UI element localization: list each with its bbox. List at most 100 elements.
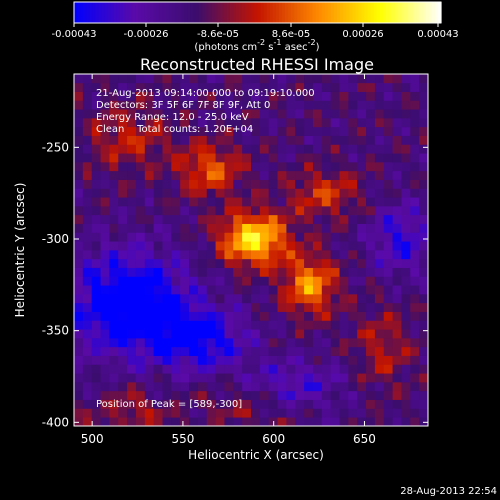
heatmap-cell xyxy=(242,320,252,330)
heatmap-cell xyxy=(286,390,296,400)
heatmap-cell xyxy=(374,74,385,84)
heatmap-cell xyxy=(153,258,163,268)
heatmap-cell xyxy=(127,250,137,260)
heatmap-cell xyxy=(189,206,199,216)
heatmap-cell xyxy=(401,276,411,286)
heatmap-cell xyxy=(330,338,340,348)
heatmap-cell xyxy=(197,100,208,110)
heatmap-cell xyxy=(366,267,376,277)
heatmap-cell xyxy=(410,135,420,145)
heatmap-cell xyxy=(286,364,296,374)
heatmap-cell xyxy=(91,223,101,233)
heatmap-cell xyxy=(215,364,225,374)
heatmap-cell xyxy=(410,232,420,242)
heatmap-cell xyxy=(410,276,420,286)
colorbar-strip xyxy=(431,2,436,23)
heatmap-cell xyxy=(215,338,225,348)
heatmap-cell xyxy=(242,329,252,339)
heatmap-cell xyxy=(144,91,154,101)
heatmap-cell xyxy=(330,206,340,216)
heatmap-cell xyxy=(153,197,163,207)
heatmap-cell xyxy=(268,197,278,207)
heatmap-cell xyxy=(109,320,119,330)
heatmap-cell xyxy=(224,320,234,330)
colorbar-strip xyxy=(330,2,335,23)
heatmap-cell xyxy=(162,144,172,154)
heatmap-cell xyxy=(277,144,287,154)
heatmap-cell xyxy=(127,214,137,224)
colorbar-strip xyxy=(337,2,341,23)
heatmap-cell xyxy=(135,250,146,260)
heatmap-cell xyxy=(304,355,314,365)
heatmap-cell xyxy=(206,126,216,136)
heatmap-cell xyxy=(330,276,340,286)
heatmap-cell xyxy=(330,82,340,92)
colorbar-tick-labels: -0.00043 -0.00026 -8.6e-05 8.6e-05 0.00026 0.… xyxy=(52,29,459,40)
heatmap-cell xyxy=(304,346,314,356)
heatmap-cell xyxy=(109,408,119,418)
heatmap-cell xyxy=(189,162,199,172)
heatmap-cell xyxy=(162,206,172,216)
colorbar-strip xyxy=(346,2,350,23)
heatmap-cell xyxy=(100,206,110,216)
heatmap-cell xyxy=(189,232,199,242)
heatmap-cell xyxy=(374,329,385,339)
heatmap-cell xyxy=(242,250,252,260)
heatmap-cell xyxy=(401,390,411,400)
heatmap-cell xyxy=(118,320,128,330)
heatmap-cell xyxy=(171,382,181,392)
colorbar-strip xyxy=(358,2,363,23)
heatmap-cell xyxy=(109,214,119,224)
heatmap-cell xyxy=(321,338,331,348)
heatmap-cell xyxy=(392,126,402,136)
heatmap-cell xyxy=(374,364,385,374)
heatmap-cell xyxy=(180,91,190,101)
colorbar-unit-text-3: asec xyxy=(282,42,308,53)
heatmap-cell xyxy=(171,346,181,356)
heatmap-cell xyxy=(410,144,420,154)
heatmap-cell xyxy=(321,417,331,426)
heatmap-cell xyxy=(206,250,216,260)
heatmap-cell xyxy=(366,355,376,365)
heatmap-cell xyxy=(233,417,243,426)
heatmap-cell xyxy=(74,302,84,312)
heatmap-cell xyxy=(153,320,163,330)
heatmap-cell xyxy=(109,355,119,365)
heatmap-cell xyxy=(348,206,358,216)
heatmap-cell xyxy=(74,241,84,251)
heatmap-cell xyxy=(135,382,146,392)
heatmap-cell xyxy=(197,82,208,92)
heatmap-cell xyxy=(197,408,208,418)
heatmap-cell xyxy=(419,382,428,392)
heatmap-cell xyxy=(171,82,181,92)
heatmap-cell xyxy=(74,408,84,418)
heatmap-cell xyxy=(100,100,110,110)
heatmap-cell xyxy=(189,302,199,312)
heatmap-cell xyxy=(268,188,278,198)
heatmap-cell xyxy=(330,294,340,304)
colorbar-strip xyxy=(187,2,191,23)
heatmap-cell xyxy=(180,188,190,198)
heatmap-cell xyxy=(268,390,278,400)
heatmap-cell xyxy=(410,302,420,312)
heatmap-cell xyxy=(410,118,420,128)
heatmap-cell xyxy=(295,126,305,136)
heatmap-cell xyxy=(171,241,181,251)
heatmap-cell xyxy=(304,382,314,392)
heatmap-cell xyxy=(312,241,323,251)
colorbar-strip xyxy=(208,2,213,23)
heatmap-cell xyxy=(180,118,190,128)
heatmap-cell xyxy=(259,223,270,233)
heatmap-cell xyxy=(286,197,296,207)
heatmap-cell xyxy=(383,294,393,304)
heatmap-cell xyxy=(383,241,393,251)
heatmap-cell xyxy=(135,162,146,172)
heatmap-cell xyxy=(304,408,314,418)
heatmap-cell xyxy=(374,91,385,101)
heatmap-cell xyxy=(277,390,287,400)
heatmap-cell xyxy=(82,153,93,163)
heatmap-cell xyxy=(286,258,296,268)
annotation-time-range: 21-Aug-2013 09:14:00.000 to 09:19:10.000 xyxy=(96,88,315,99)
heatmap-cell xyxy=(419,82,428,92)
heatmap-cell xyxy=(180,214,190,224)
